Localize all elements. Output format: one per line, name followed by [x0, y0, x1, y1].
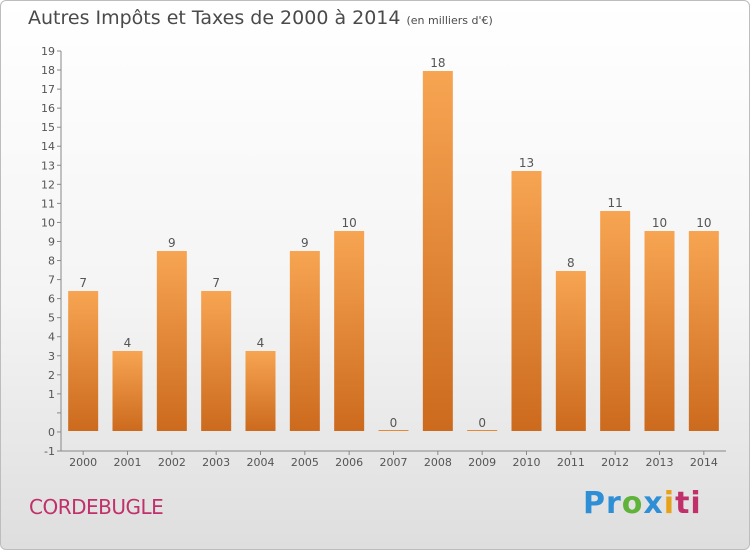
y-tick-label: 18 — [41, 64, 55, 77]
x-tick-label-2004: 2004 — [247, 456, 275, 469]
logo-part-5: ti — [675, 486, 702, 521]
y-tick-label: 12 — [41, 178, 55, 191]
x-tick-label-2013: 2013 — [646, 456, 674, 469]
x-tick-label-2002: 2002 — [158, 456, 186, 469]
bar-2009 — [467, 430, 498, 431]
x-tick-label-2011: 2011 — [557, 456, 585, 469]
bar-2013 — [644, 231, 675, 431]
bar-2004 — [245, 351, 276, 431]
bar-2010 — [511, 171, 542, 431]
x-tick-label-2003: 2003 — [202, 456, 230, 469]
y-tick-label: 13 — [41, 159, 55, 172]
x-tick-label-2008: 2008 — [424, 456, 452, 469]
commune-name: CORDEBUGLE — [29, 495, 164, 519]
logo-part-2: o — [621, 486, 644, 521]
y-tick-label: 10 — [41, 216, 55, 229]
proxiti-logo: Proxiti — [583, 486, 702, 521]
y-tick-label: 1 — [48, 388, 55, 401]
bar-2006 — [334, 231, 365, 431]
y-tick-label: 0 — [48, 426, 55, 439]
x-tick-label-2001: 2001 — [114, 456, 142, 469]
bar-2002 — [156, 251, 187, 431]
data-label-2001: 4 — [124, 336, 132, 350]
y-tick-label: 16 — [41, 102, 55, 115]
data-label-2012: 11 — [608, 196, 623, 210]
x-tick-label-2009: 2009 — [468, 456, 496, 469]
y-tick-label: 2 — [48, 369, 55, 382]
bar-2014 — [688, 231, 719, 431]
y-tick-label: 11 — [41, 197, 55, 210]
y-tick-label: 6 — [48, 293, 55, 306]
data-label-2000: 7 — [79, 276, 87, 290]
bar-2000 — [68, 291, 99, 431]
bar-2003 — [201, 291, 232, 431]
x-tick-label-2007: 2007 — [380, 456, 408, 469]
chart-title: Autres Impôts et Taxes de 2000 à 2014 (en… — [28, 7, 493, 29]
x-tick-label-2005: 2005 — [291, 456, 319, 469]
data-label-2004: 4 — [257, 336, 265, 350]
bar-2007 — [378, 430, 409, 431]
data-label-2008: 18 — [430, 56, 445, 70]
data-label-2005: 9 — [301, 236, 309, 250]
bar-2012 — [600, 211, 631, 431]
data-label-2002: 9 — [168, 236, 176, 250]
data-label-2003: 7 — [212, 276, 220, 290]
logo-part-4: i — [663, 486, 676, 521]
y-tick-label: 8 — [48, 255, 55, 268]
chart-title-text: Autres Impôts et Taxes de 2000 à 2014 — [28, 7, 401, 29]
y-tick-label: 15 — [41, 121, 55, 134]
chart-unit: (en milliers d'€) — [406, 14, 493, 27]
x-tick-label-2010: 2010 — [513, 456, 541, 469]
data-label-2011: 8 — [567, 256, 575, 270]
y-tick-label: 7 — [48, 274, 55, 287]
bar-2001 — [112, 351, 143, 431]
data-label-2013: 10 — [652, 216, 667, 230]
data-label-2010: 13 — [519, 156, 534, 170]
y-tick-label: -1 — [44, 445, 55, 458]
data-label-2007: 0 — [390, 416, 398, 430]
bar-2008 — [422, 71, 453, 431]
bar-2005 — [289, 251, 320, 431]
x-tick-label-2012: 2012 — [601, 456, 629, 469]
y-tick-label: 9 — [48, 235, 55, 248]
data-label-2014: 10 — [696, 216, 711, 230]
y-tick-label: 3 — [48, 350, 55, 363]
logo-part-1: Pr — [583, 486, 622, 521]
logo-part-3: x — [643, 486, 664, 521]
x-tick-label-2000: 2000 — [69, 456, 97, 469]
y-tick-label: 14 — [41, 140, 55, 153]
data-label-2009: 0 — [478, 416, 486, 430]
x-tick-label-2014: 2014 — [690, 456, 718, 469]
y-tick-label: 4 — [48, 331, 55, 344]
y-tick-label: 5 — [48, 312, 55, 325]
bar-2011 — [555, 271, 586, 431]
y-tick-label: 17 — [41, 83, 55, 96]
data-label-2006: 10 — [342, 216, 357, 230]
x-tick-label-2006: 2006 — [335, 456, 363, 469]
y-tick-label: 19 — [41, 45, 55, 58]
